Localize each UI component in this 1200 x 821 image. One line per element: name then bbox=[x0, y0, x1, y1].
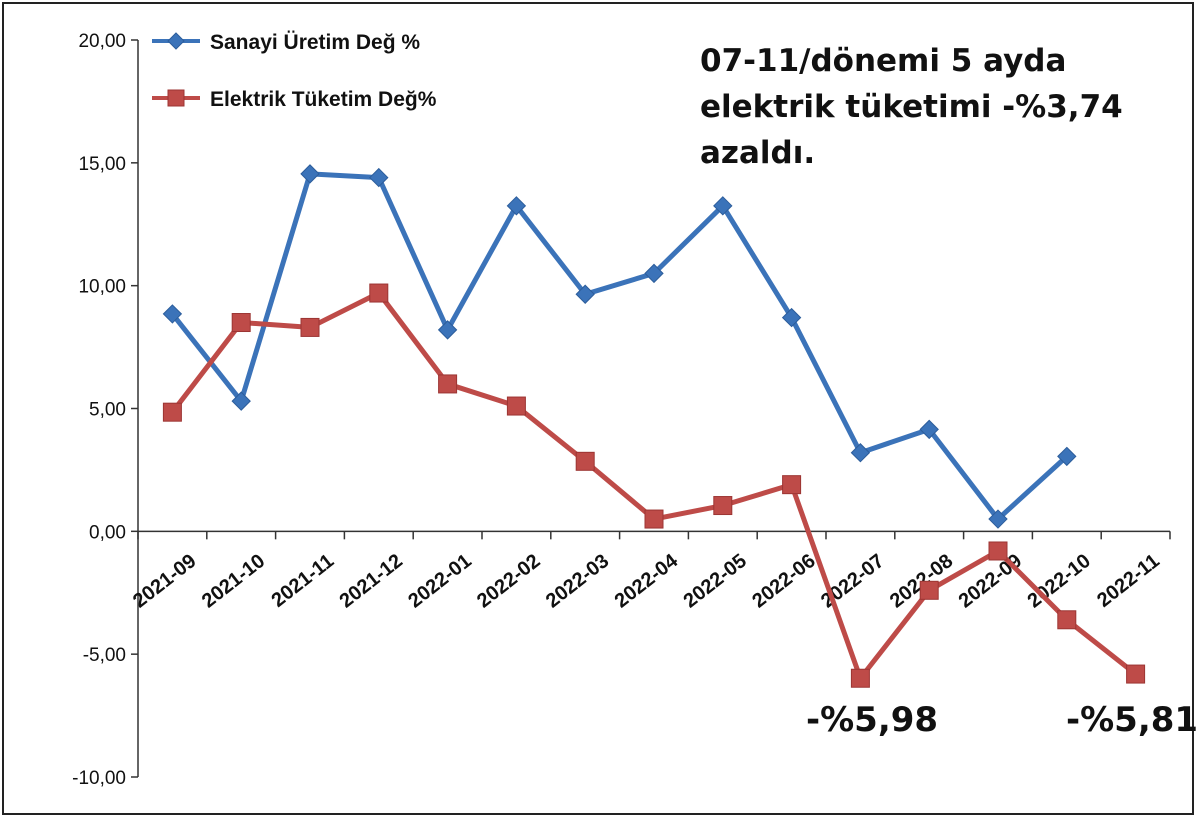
data-point bbox=[231, 391, 251, 411]
data-point bbox=[438, 374, 458, 394]
data-point bbox=[575, 451, 595, 471]
x-axis-ticks: 2021-092021-102021-112021-122022-012022-… bbox=[129, 531, 1171, 613]
x-tick-label: 2022-06 bbox=[748, 550, 819, 613]
data-point bbox=[575, 284, 595, 304]
callout-2022-07: -%5,98 bbox=[806, 700, 939, 740]
data-point bbox=[782, 475, 802, 495]
data-point bbox=[1057, 610, 1077, 630]
x-tick-label: 2021-09 bbox=[129, 550, 200, 613]
x-tick-label: 2021-10 bbox=[198, 550, 269, 613]
data-point bbox=[231, 313, 251, 333]
data-point bbox=[850, 668, 870, 688]
x-tick-label: 2021-11 bbox=[268, 550, 339, 612]
series-layer bbox=[162, 164, 1146, 688]
y-axis-ticks: -10,00 -5,00 0,00 5,00 10,00 15,00 20,00 bbox=[72, 31, 138, 789]
data-point bbox=[644, 509, 664, 529]
x-tick-label: 2022-11 bbox=[1093, 550, 1164, 612]
legend: Sanayi Üretim Değ % Elektrik Tüketim Değ… bbox=[152, 31, 437, 111]
data-point bbox=[506, 196, 527, 216]
annotation-line-3: azaldı. bbox=[700, 135, 816, 171]
x-tick-label: 2022-02 bbox=[473, 550, 544, 613]
x-tick-label: 2022-10 bbox=[1023, 550, 1094, 613]
data-point bbox=[300, 317, 320, 337]
data-point bbox=[644, 263, 664, 284]
series-line bbox=[170, 171, 1069, 522]
data-point bbox=[850, 443, 871, 463]
data-point bbox=[713, 496, 733, 516]
data-point bbox=[369, 167, 389, 188]
data-point bbox=[1057, 446, 1077, 467]
legend-item-elektrik: Elektrik Tüketim Değ% bbox=[152, 88, 437, 111]
y-tick-label: 15,00 bbox=[78, 154, 126, 175]
x-tick-label: 2022-04 bbox=[611, 549, 683, 612]
data-point bbox=[162, 304, 183, 324]
legend-label-sanayi: Sanayi Üretim Değ % bbox=[210, 31, 420, 54]
series-line bbox=[170, 290, 1138, 681]
data-point bbox=[300, 164, 320, 184]
data-point bbox=[162, 402, 182, 422]
data-point bbox=[781, 307, 802, 328]
data-point bbox=[919, 580, 939, 600]
y-tick-label: -10,00 bbox=[72, 768, 126, 789]
y-tick-label: 20,00 bbox=[78, 31, 126, 52]
x-tick-label: 2022-01 bbox=[404, 550, 475, 613]
x-tick-label: 2022-05 bbox=[679, 550, 750, 613]
y-tick-label: 10,00 bbox=[78, 277, 126, 298]
y-tick-label: -5,00 bbox=[83, 645, 126, 666]
annotation-line-1: 07-11/dönemi 5 ayda bbox=[700, 43, 1067, 79]
y-tick-label: 0,00 bbox=[89, 522, 126, 543]
annotation: 07-11/dönemi 5 ayda elektrik tüketimi -%… bbox=[700, 38, 1123, 176]
data-point bbox=[713, 196, 733, 216]
legend-item-sanayi: Sanayi Üretim Değ % bbox=[152, 31, 420, 54]
data-point bbox=[988, 509, 1008, 529]
series-sanayi bbox=[162, 164, 1077, 529]
data-point bbox=[506, 396, 526, 416]
callout-2022-11: -%5,81 bbox=[1066, 700, 1199, 740]
y-tick-label: 5,00 bbox=[89, 400, 126, 421]
data-point bbox=[437, 320, 458, 340]
data-point bbox=[1126, 664, 1146, 684]
data-point bbox=[369, 283, 389, 303]
legend-label-elektrik: Elektrik Tüketim Değ% bbox=[210, 88, 437, 111]
data-point bbox=[919, 419, 939, 440]
x-tick-label: 2022-03 bbox=[542, 550, 613, 613]
annotation-line-2: elektrik tüketimi -%3,74 bbox=[700, 89, 1123, 125]
data-point bbox=[988, 541, 1008, 561]
x-tick-label: 2021-12 bbox=[335, 550, 406, 613]
series-elektrik bbox=[162, 283, 1146, 688]
